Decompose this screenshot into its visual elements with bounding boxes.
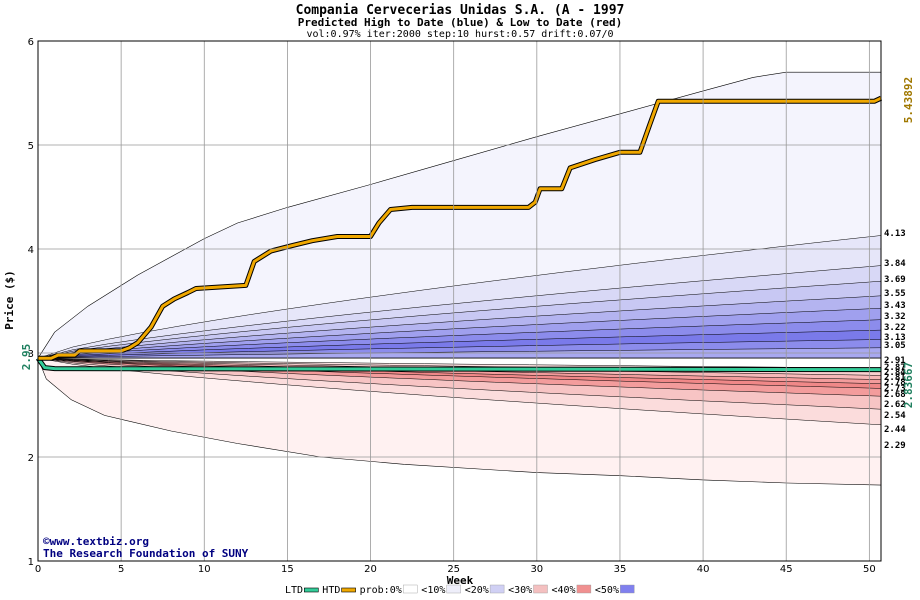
ltd-final-label: 2.83667: [902, 362, 915, 408]
level-label: 2.73: [884, 384, 906, 394]
htd-final-label: 5.43892: [902, 77, 915, 123]
level-label: 3.05: [884, 341, 906, 351]
legend-color-swatch: [403, 584, 418, 594]
chart-params: vol:0.97% iter:2000 step:10 hurst:0.57 d…: [306, 29, 613, 40]
x-axis-label: Week: [447, 574, 474, 587]
level-label: 2.91: [884, 356, 906, 366]
level-label: 3.32: [884, 312, 906, 322]
level-label: 3.69: [884, 275, 906, 285]
level-label: 3.84: [884, 259, 906, 269]
credit-line-2: The Research Foundation of SUNY: [43, 547, 249, 560]
level-label: 3.13: [884, 333, 906, 343]
legend-color-swatch: [533, 584, 548, 594]
y-tick-label: 1: [28, 557, 34, 568]
plot-frame: [37, 40, 882, 562]
x-tick-label: 25: [447, 564, 460, 575]
legend-label: LTD: [285, 585, 303, 596]
ltd-line: [36, 357, 882, 372]
level-label: 2.78: [884, 378, 906, 388]
y-tick-label: 5: [28, 141, 34, 152]
x-tick-label: 30: [530, 564, 543, 575]
legend-label: <40%: [552, 585, 576, 596]
start-price-label: 2.95: [20, 344, 33, 371]
chart-subtitle: Predicted High to Date (blue) & Low to D…: [298, 16, 623, 29]
legend-label: <50%: [595, 585, 619, 596]
x-tick-label: 45: [780, 564, 793, 575]
legend-color-swatch: [576, 584, 592, 594]
credit-line-1: ©www.textbiz.org: [43, 535, 149, 548]
level-label: 3.22: [884, 323, 906, 333]
level-label: 3.55: [884, 289, 906, 299]
htd-line: [38, 96, 882, 360]
legend-color-swatch: [446, 584, 461, 594]
legend-label: HTD: [322, 585, 340, 596]
y-tick-label: 3: [28, 349, 34, 360]
level-label: 3.43: [884, 301, 906, 311]
level-label: 2.68: [884, 390, 906, 400]
level-label: 2.62: [884, 400, 906, 410]
plot-area: [35, 41, 883, 561]
y-tick-label: 2: [28, 453, 34, 464]
x-tick-label: 20: [364, 564, 377, 575]
level-label: 2.29: [884, 441, 906, 451]
legend: LTD HTD prob:0% <10% <20% <30% <40% <50%: [285, 584, 635, 596]
x-tick-label: 35: [614, 564, 627, 575]
x-tick-label: 15: [281, 564, 294, 575]
legend-label: prob:0%: [360, 585, 402, 596]
legend-line-swatch: [341, 587, 356, 593]
x-tick-label: 10: [198, 564, 211, 575]
legend-label: <20%: [465, 585, 489, 596]
legend-label: <10%: [421, 585, 445, 596]
legend-color-swatch: [620, 584, 635, 594]
level-label: 2.87: [884, 363, 906, 373]
level-label: 2.84: [884, 368, 906, 378]
level-label: 2.81: [884, 373, 906, 383]
level-label: 4.13: [884, 229, 906, 239]
level-label: 2.54: [884, 411, 906, 421]
x-tick-label: 50: [863, 564, 876, 575]
legend-line-swatch: [303, 587, 319, 593]
chart-title: Compania Cervecerias Unidas S.A. (A - 19…: [296, 3, 625, 18]
legend-color-swatch: [489, 584, 505, 594]
y-tick-label: 4: [28, 245, 34, 256]
legend-label: <30%: [508, 585, 532, 596]
x-tick-label: 40: [697, 564, 710, 575]
x-tick-label: 0: [35, 564, 41, 575]
level-labels: 4.13 3.84 3.69 3.55 3.433.323.223.133.05 2.91…: [884, 229, 906, 451]
x-tick-label: 5: [118, 564, 124, 575]
level-label: 2.44: [884, 425, 906, 435]
y-tick-label: 6: [28, 37, 34, 48]
y-axis-label: Price ($): [3, 270, 16, 330]
